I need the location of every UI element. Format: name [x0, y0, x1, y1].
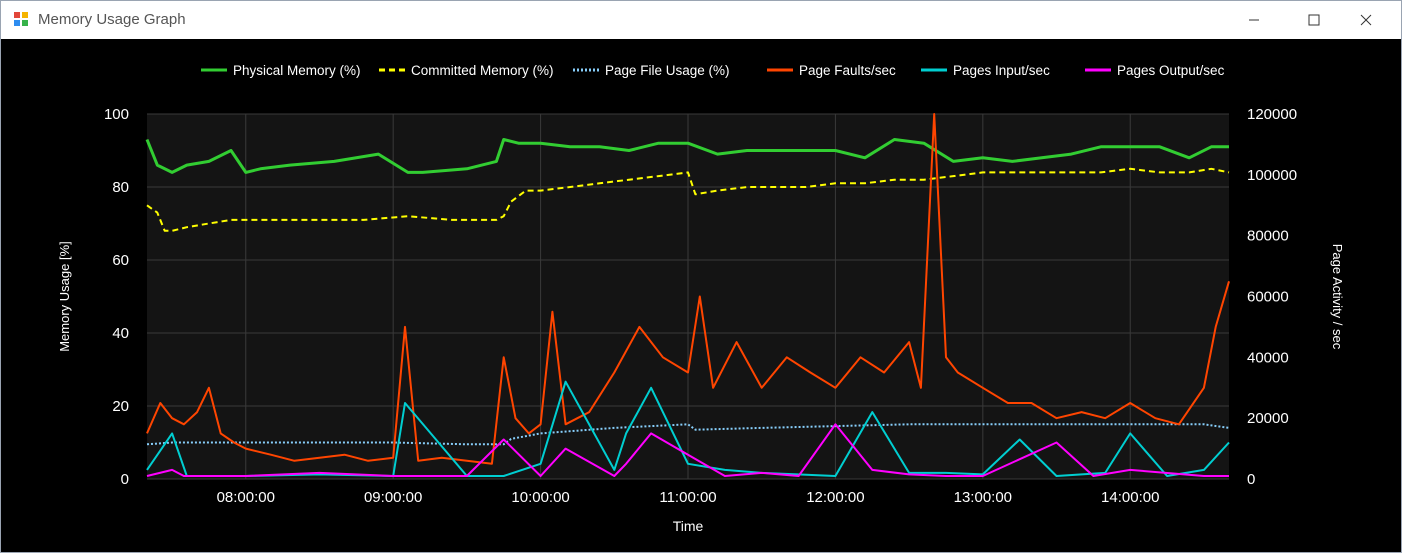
y-right-tick-label: 0 [1247, 471, 1255, 488]
series-line-0 [145, 138, 1229, 174]
y-right-tick-label: 40000 [1247, 349, 1289, 366]
maximize-button[interactable] [1291, 1, 1337, 39]
y-left-tick-label: 40 [112, 325, 129, 342]
window-title: Memory Usage Graph [38, 11, 186, 28]
app-icon [14, 12, 28, 26]
series-line-3 [146, 113, 1230, 465]
x-tick-label: 13:00:00 [954, 489, 1012, 506]
x-axis-title: Time [673, 518, 704, 534]
legend-label: Pages Input/sec [953, 63, 1050, 78]
series-line-1 [146, 167, 1230, 232]
chart-area: 0 20 40 60 80 100 0 20000 40000 60000 80000 100000 1… [1, 39, 1401, 552]
x-tick-label: 10:00:00 [511, 489, 569, 506]
x-tick-label: 14:00:00 [1101, 489, 1159, 506]
memory-usage-chart: 0 20 40 60 80 100 0 20000 40000 60000 80000 100000 1… [57, 63, 1345, 534]
legend-label: Page File Usage (%) [605, 63, 730, 78]
y-right-axis-title: Page Activity / sec [1330, 244, 1345, 350]
y-right-tick-label: 120000 [1247, 106, 1297, 123]
y-right-tick-label: 80000 [1247, 228, 1289, 245]
x-tick-label: 08:00:00 [217, 489, 275, 506]
close-icon [1360, 14, 1372, 26]
legend-label: Pages Output/sec [1117, 63, 1225, 78]
minimize-button[interactable] [1231, 1, 1277, 39]
y-right-tick-label: 20000 [1247, 410, 1289, 427]
legend-label: Page Faults/sec [799, 63, 896, 78]
y-right-tick-label: 60000 [1247, 289, 1289, 306]
y-left-tick-label: 60 [112, 252, 129, 269]
legend-label: Committed Memory (%) [411, 63, 554, 78]
y-left-tick-label: 20 [112, 398, 129, 415]
y-left-axis-title: Memory Usage [%] [57, 241, 72, 352]
minimize-icon [1249, 19, 1259, 21]
series-line-5 [146, 423, 1229, 477]
series-line-2 [146, 423, 1230, 446]
x-tick-label: 12:00:00 [806, 489, 864, 506]
maximize-icon [1308, 14, 1320, 26]
title-bar[interactable]: Memory Usage Graph [1, 1, 1401, 39]
y-left-tick-label: 0 [121, 471, 129, 488]
x-tick-label: 11:00:00 [659, 489, 716, 506]
legend-label: Physical Memory (%) [233, 63, 361, 78]
x-tick-label: 09:00:00 [364, 489, 422, 506]
close-button[interactable] [1343, 1, 1389, 39]
y-left-tick-label: 80 [112, 179, 129, 196]
y-left-tick-label: 100 [104, 106, 129, 123]
y-right-tick-label: 100000 [1247, 167, 1297, 184]
